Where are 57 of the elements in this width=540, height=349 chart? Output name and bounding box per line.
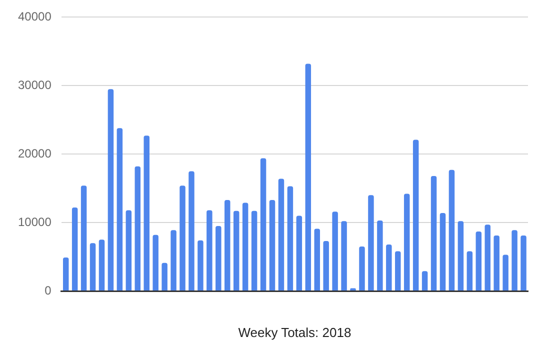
bar: [108, 89, 114, 290]
bar: [494, 236, 500, 290]
bar: [260, 158, 266, 290]
bar: [512, 230, 518, 290]
bar: [314, 228, 320, 290]
bar: [162, 262, 168, 290]
bar: [72, 207, 78, 290]
bar: [224, 200, 230, 290]
bar: [332, 212, 338, 290]
bar: [440, 212, 446, 290]
bar: [466, 251, 473, 290]
bar: [476, 231, 482, 290]
bar: [242, 202, 248, 290]
bar: [404, 194, 410, 290]
bar: [152, 234, 158, 290]
bar: [359, 246, 365, 290]
bar: [98, 240, 105, 290]
bar: [216, 226, 222, 290]
bar: [502, 254, 508, 290]
bar: [296, 216, 302, 290]
bar: [144, 136, 150, 290]
bar: [520, 236, 526, 290]
bar: [386, 244, 392, 290]
bar: [484, 224, 490, 290]
bar: [341, 221, 347, 290]
bar: [170, 230, 176, 290]
bar: [126, 210, 132, 290]
bar: [458, 221, 464, 290]
bar: [251, 210, 258, 290]
bar: [430, 176, 437, 290]
bar: [412, 140, 419, 290]
bar: [422, 271, 428, 290]
bar: [368, 195, 374, 290]
bar: [116, 128, 123, 290]
bar: [395, 251, 401, 290]
bar: [80, 186, 87, 290]
bar: [198, 240, 204, 290]
bar: [269, 200, 276, 290]
bar: [278, 178, 284, 290]
bar: [188, 171, 194, 290]
bar: [305, 64, 312, 290]
bar: [323, 241, 329, 290]
bar: [90, 243, 96, 290]
bar: [62, 257, 69, 290]
bar: [377, 220, 383, 290]
bar: [448, 170, 455, 290]
bar: [206, 210, 212, 290]
y-tick-label: 30000: [18, 78, 52, 92]
y-tick-label: 10000: [18, 214, 52, 229]
x-axis-title: Weeky Totals: 2018: [238, 324, 352, 340]
bar: [287, 186, 294, 290]
bar: [134, 166, 141, 290]
y-tick-label: 20000: [18, 146, 52, 160]
bar: [233, 210, 240, 290]
y-tick-label: 0: [44, 283, 52, 298]
bar: [180, 186, 186, 290]
y-tick-label: 40000: [18, 10, 52, 24]
